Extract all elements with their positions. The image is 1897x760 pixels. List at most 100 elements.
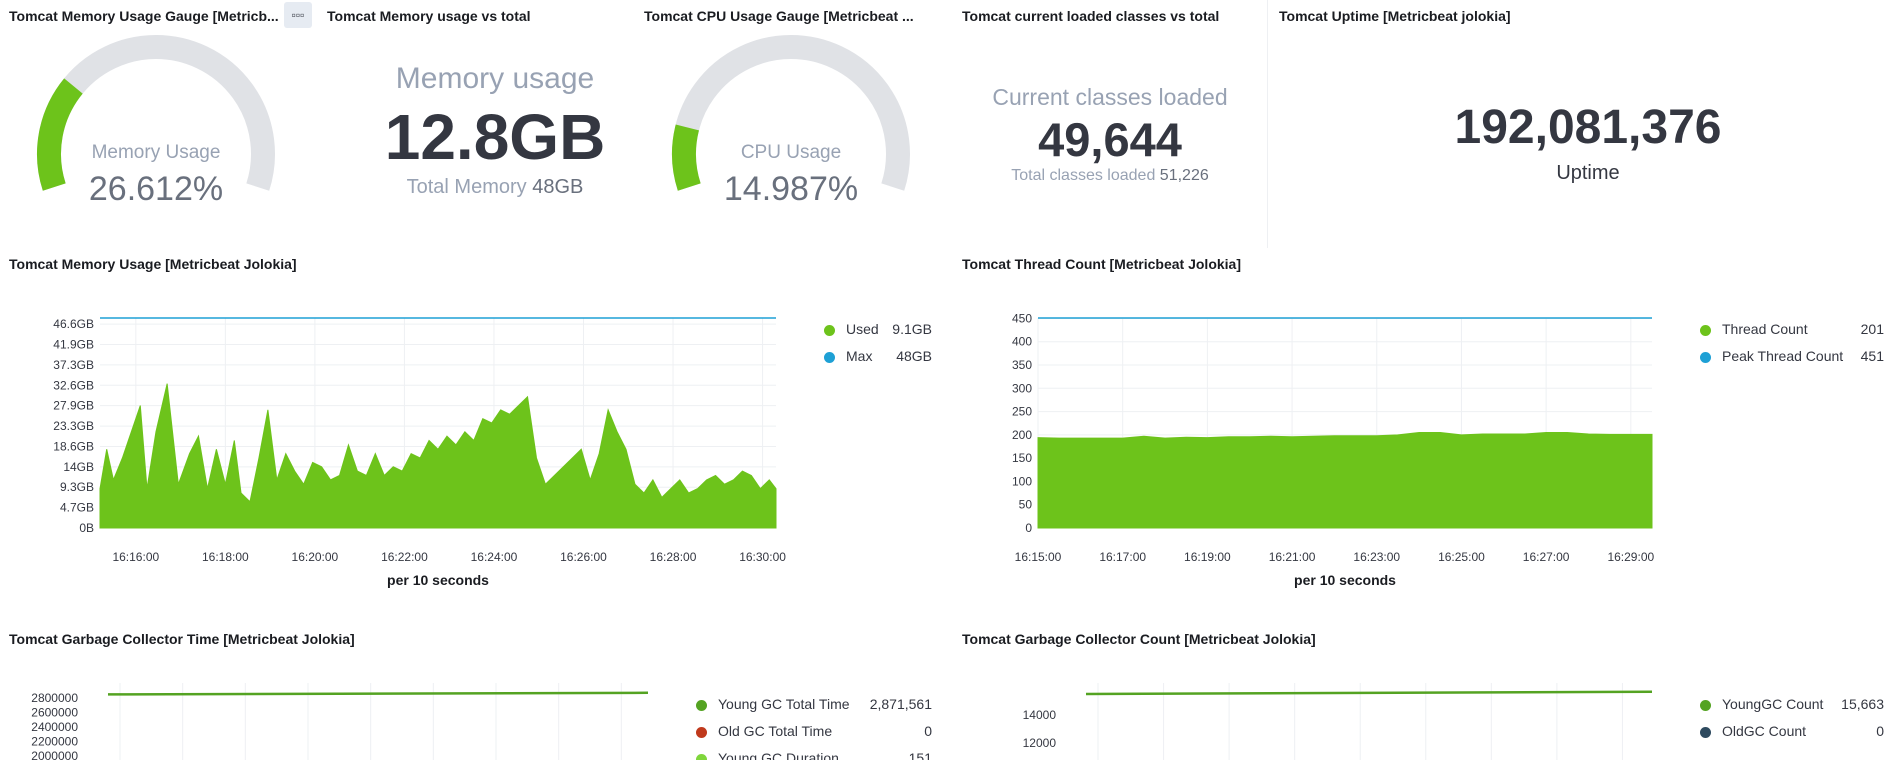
- legend-item-young-gc-total-time[interactable]: Young GC Total Time 2,871,561: [696, 696, 932, 716]
- y-tick-label: 0: [1025, 521, 1032, 535]
- legend-dot-icon: [1700, 352, 1711, 363]
- memory-gauge-panel: Tomcat Memory Usage Gauge [Metricb... ▫▫…: [0, 0, 320, 240]
- legend-item-used[interactable]: Used 9.1GB: [824, 321, 932, 341]
- legend-item-max[interactable]: Max 48GB: [824, 348, 932, 368]
- metric-value: 192,081,376: [1454, 101, 1722, 154]
- gauge-fill: [37, 78, 83, 191]
- y-tick-label: 400: [1012, 335, 1032, 349]
- y-tick-label: 50: [1019, 498, 1033, 512]
- x-tick-label: 16:28:00: [650, 550, 697, 564]
- legend-value: 0: [924, 723, 932, 739]
- legend-dot-icon: [696, 754, 707, 760]
- panel-title: Tomcat CPU Usage Gauge [Metricbeat ...: [644, 8, 914, 24]
- legend-item-thread-count[interactable]: Thread Count 201: [1700, 321, 1884, 341]
- legend-item-young-gc-duration[interactable]: Young GC Duration 151: [696, 750, 932, 760]
- gauge-label: Memory Usage: [91, 142, 221, 163]
- gc-count-chart-panel: Tomcat Garbage Collector Count [Metricbe…: [952, 623, 1897, 760]
- sub-value: 51,226: [1159, 167, 1209, 184]
- legend-label: Young GC Total Time: [718, 696, 850, 712]
- legend-dot-icon: [1700, 727, 1711, 738]
- legend-value: 48GB: [896, 348, 932, 364]
- y-tick-label: 27.9GB: [53, 399, 94, 413]
- y-tick-label: 18.6GB: [53, 439, 94, 453]
- x-tick-label: 16:25:00: [1438, 550, 1485, 564]
- legend-label: Old GC Total Time: [718, 723, 833, 739]
- y-tick-label: 23.3GB: [53, 419, 94, 433]
- panel-title: Tomcat Garbage Collector Time [Metricbea…: [9, 631, 355, 647]
- y-tick-label: 9.3GB: [60, 480, 94, 494]
- legend-item-old-gc-total-time[interactable]: Old GC Total Time 0: [696, 723, 932, 743]
- thread-count-chart: 0 50 100 150 200 250 300 350 400 450 16:15:00 16:17…: [1012, 311, 1655, 588]
- y-tick-label: 2000000: [31, 749, 78, 760]
- y-tick-label: 4.7GB: [60, 501, 94, 515]
- gauge-value: 14.987%: [723, 170, 859, 208]
- y-tick-label: 37.3GB: [53, 358, 94, 372]
- chart-legend: Young GC Total Time 2,871,561 Old GC Tot…: [696, 696, 932, 760]
- legend-item-younggc-count[interactable]: YoungGC Count 15,663: [1700, 696, 1884, 716]
- panel-title: Tomcat Memory Usage Gauge [Metricb...: [9, 8, 279, 24]
- x-axis-label: per 10 seconds: [387, 572, 489, 588]
- legend-value: 15,663: [1841, 696, 1884, 712]
- chart-legend: Thread Count 201 Peak Thread Count 451: [1700, 321, 1884, 381]
- legend-dot-icon: [824, 325, 835, 336]
- y-tick-label: 2800000: [31, 691, 78, 705]
- panel-title: Tomcat Uptime [Metricbeat jolokia]: [1279, 8, 1511, 24]
- legend-dot-icon: [696, 727, 707, 738]
- metric-value: 49,644: [1038, 113, 1182, 166]
- gauge-value: 26.612%: [88, 170, 224, 208]
- legend-label: YoungGC Count: [1722, 696, 1824, 712]
- x-tick-label: 16:21:00: [1269, 550, 1316, 564]
- y-tick-label: 450: [1012, 311, 1032, 325]
- legend-value: 451: [1860, 348, 1884, 364]
- metric-label: Uptime: [1556, 162, 1620, 184]
- metric-label: Memory usage: [395, 62, 595, 95]
- legend-value: 9.1GB: [892, 321, 932, 337]
- y-tick-label: 2600000: [31, 706, 78, 720]
- x-tick-label: 16:27:00: [1523, 550, 1570, 564]
- legend-label: Thread Count: [1722, 321, 1808, 337]
- metric-sub: Total classes loaded 51,226: [955, 167, 1265, 185]
- gauge-track: [37, 35, 275, 191]
- memory-usage-chart: 0B 4.7GB 9.3GB 14GB 18.6GB 23.3GB 27.9GB 32.6GB…: [53, 317, 786, 588]
- panel-divider: [1267, 0, 1268, 248]
- panel-title: Tomcat Garbage Collector Count [Metricbe…: [962, 631, 1316, 647]
- classes-panel: Tomcat current loaded classes vs total C…: [955, 0, 1275, 240]
- x-tick-label: 16:24:00: [471, 550, 518, 564]
- legend-label: Peak Thread Count: [1722, 348, 1844, 364]
- metric-sub: Total Memory 48GB: [335, 176, 655, 199]
- series-area-used: [99, 383, 777, 529]
- legend-dot-icon: [1700, 700, 1711, 711]
- legend-dot-icon: [696, 700, 707, 711]
- y-tick-label: 0B: [79, 521, 94, 535]
- gc-time-chart-panel: Tomcat Garbage Collector Time [Metricbea…: [0, 623, 950, 760]
- metric-value: 12.8GB: [384, 101, 606, 173]
- y-tick-label: 250: [1012, 405, 1032, 419]
- x-tick-label: 16:26:00: [560, 550, 607, 564]
- panel-title: Tomcat current loaded classes vs total: [962, 8, 1220, 24]
- series-line-young-gc-total-time: [107, 691, 649, 696]
- y-tick-label: 14000: [1023, 708, 1057, 722]
- y-tick-label: 100: [1012, 474, 1032, 488]
- panel-options-button[interactable]: ▫▫▫: [284, 2, 312, 28]
- legend-item-oldgc-count[interactable]: OldGC Count 0: [1700, 723, 1884, 743]
- sub-value: 48GB: [532, 176, 584, 198]
- x-tick-label: 16:17:00: [1099, 550, 1146, 564]
- cpu-gauge-panel: Tomcat CPU Usage Gauge [Metricbeat ... C…: [635, 0, 955, 240]
- x-tick-label: 16:23:00: [1353, 550, 1400, 564]
- y-tick-label: 14GB: [63, 460, 94, 474]
- x-axis-label: per 10 seconds: [1294, 572, 1396, 588]
- legend-item-peak-thread-count[interactable]: Peak Thread Count 451: [1700, 348, 1884, 368]
- legend-dot-icon: [824, 352, 835, 363]
- cpu-gauge: [672, 35, 910, 191]
- thread-count-chart-panel: Tomcat Thread Count [Metricbeat Jolokia]…: [952, 248, 1897, 598]
- y-tick-label: 46.6GB: [53, 317, 94, 331]
- y-tick-label: 300: [1012, 381, 1032, 395]
- y-tick-label: 32.6GB: [53, 378, 94, 392]
- legend-value: 201: [1860, 321, 1884, 337]
- legend-label: OldGC Count: [1722, 723, 1807, 739]
- legend-label: Young GC Duration: [718, 750, 839, 760]
- panel-title: Tomcat Memory Usage [Metricbeat Jolokia]: [9, 256, 297, 272]
- y-tick-label: 2400000: [31, 720, 78, 734]
- legend-value: 151: [908, 750, 932, 760]
